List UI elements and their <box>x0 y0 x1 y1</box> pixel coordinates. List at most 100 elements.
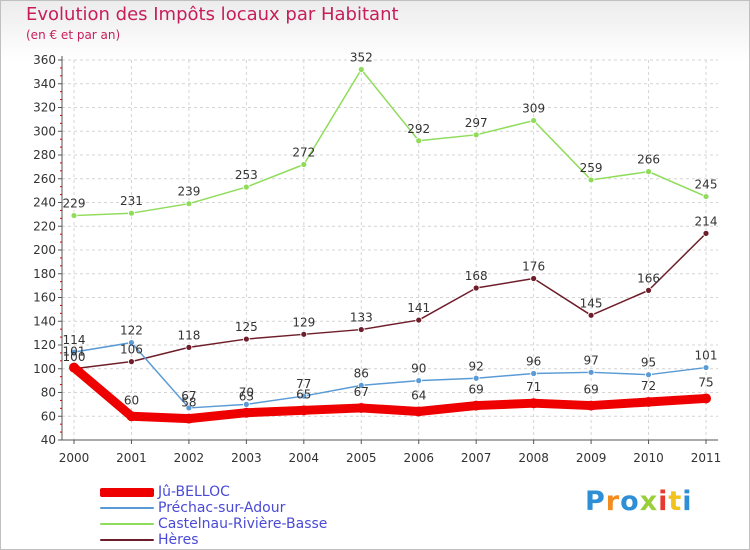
data-point-prechac-sur-adour <box>70 348 78 356</box>
x-tick-label: 2005 <box>346 451 377 465</box>
data-label-ju-belloc: 71 <box>526 380 541 394</box>
data-point-heres <box>300 330 308 338</box>
data-point-heres <box>645 286 652 294</box>
data-label-prechac-sur-adour: 97 <box>583 353 598 367</box>
data-point-ju-belloc <box>586 400 597 411</box>
data-point-heres <box>415 316 423 324</box>
data-point-prechac-sur-adour <box>185 404 193 412</box>
data-point-ju-belloc <box>126 411 137 422</box>
data-label-castelnau-riviere-basse: 239 <box>177 185 200 199</box>
data-point-ju-belloc <box>471 400 482 411</box>
y-tick-label: 220 <box>33 219 56 233</box>
data-point-heres <box>530 275 538 282</box>
legend-item-prechac-sur-adour: Préchac-sur-Adour <box>100 500 327 516</box>
data-label-castelnau-riviere-basse: 266 <box>637 153 660 167</box>
data-point-castelnau-riviere-basse <box>645 168 652 176</box>
data-label-heres: 106 <box>120 343 143 357</box>
legend-swatch-castelnau-riviere-basse <box>100 523 154 525</box>
y-tick-label: 260 <box>33 172 56 186</box>
y-tick-label: 340 <box>33 77 56 91</box>
data-label-castelnau-riviere-basse: 309 <box>522 102 545 116</box>
data-point-prechac-sur-adour <box>645 371 652 379</box>
legend-swatch-ju-belloc <box>100 487 154 497</box>
data-label-prechac-sur-adour: 67 <box>181 389 196 403</box>
x-tick-label: 2006 <box>403 451 434 465</box>
data-point-castelnau-riviere-basse <box>357 66 365 73</box>
x-tick-label: 2003 <box>231 451 262 465</box>
data-point-ju-belloc <box>701 393 711 404</box>
data-label-ju-belloc: 64 <box>411 389 426 403</box>
legend-item-heres: Hères <box>100 532 327 548</box>
y-tick-label: 100 <box>33 362 56 376</box>
data-point-castelnau-riviere-basse <box>185 200 193 208</box>
y-tick-label: 200 <box>33 243 56 257</box>
data-label-heres: 176 <box>522 260 545 274</box>
data-point-heres <box>472 284 480 292</box>
data-label-heres: 141 <box>407 301 430 315</box>
series-line-castelnau-riviere-basse <box>73 68 707 217</box>
y-tick-label: 120 <box>33 338 56 352</box>
data-label-prechac-sur-adour: 96 <box>526 355 541 369</box>
data-point-heres <box>128 358 135 366</box>
data-point-ju-belloc <box>643 397 654 407</box>
data-label-ju-belloc: 69 <box>469 383 484 397</box>
legend-label-prechac-sur-adour: Préchac-sur-Adour <box>158 500 286 516</box>
data-point-castelnau-riviere-basse <box>702 193 710 200</box>
x-tick-label: 2000 <box>59 451 90 465</box>
data-label-ju-belloc: 67 <box>354 385 369 399</box>
data-label-prechac-sur-adour: 77 <box>296 377 311 391</box>
data-point-prechac-sur-adour <box>357 381 365 389</box>
data-point-castelnau-riviere-basse <box>530 117 538 124</box>
chart-subtitle: (en € et par an) <box>26 28 121 42</box>
data-label-ju-belloc: 58 <box>181 396 196 410</box>
data-label-heres: 145 <box>580 296 603 310</box>
data-label-prechac-sur-adour: 122 <box>120 324 143 338</box>
data-label-prechac-sur-adour: 114 <box>63 333 86 347</box>
data-point-ju-belloc <box>298 405 309 416</box>
x-tick-label: 2010 <box>633 451 664 465</box>
data-point-ju-belloc <box>413 406 424 417</box>
chart-legend: Jû-BELLOC Préchac-sur-Adour Castelnau-Ri… <box>100 484 327 548</box>
chart-title: Evolution des Impôts locaux par Habitant <box>26 4 399 25</box>
y-tick-label: 40 <box>41 433 56 447</box>
data-point-prechac-sur-adour <box>300 392 308 400</box>
x-tick-label: 2004 <box>289 451 320 465</box>
data-label-prechac-sur-adour: 101 <box>695 349 718 363</box>
data-label-heres: 214 <box>695 214 718 228</box>
data-label-heres: 168 <box>465 269 488 283</box>
y-tick-label: 80 <box>41 386 56 400</box>
data-label-castelnau-riviere-basse: 272 <box>292 146 315 160</box>
y-tick-label: 300 <box>33 124 56 138</box>
y-tick-label: 60 <box>41 409 56 423</box>
y-tick-label: 360 <box>33 53 56 67</box>
y-tick-label: 140 <box>33 314 56 328</box>
series-line-ju-belloc <box>69 363 711 424</box>
y-tick-label: 320 <box>33 101 56 115</box>
data-point-castelnau-riviere-basse <box>242 183 250 191</box>
data-label-ju-belloc: 63 <box>239 390 254 404</box>
series-line-prechac-sur-adour <box>73 341 707 409</box>
data-point-ju-belloc <box>356 402 367 413</box>
x-tick-label: 2011 <box>691 451 722 465</box>
data-label-castelnau-riviere-basse: 253 <box>235 168 258 182</box>
x-tick-label: 2007 <box>461 451 492 465</box>
data-point-prechac-sur-adour <box>242 400 250 408</box>
data-label-castelnau-riviere-basse: 292 <box>407 122 430 136</box>
data-label-castelnau-riviere-basse: 297 <box>465 116 488 130</box>
legend-swatch-heres <box>100 539 154 541</box>
legend-label-heres: Hères <box>158 532 199 548</box>
data-label-prechac-sur-adour: 70 <box>239 385 254 399</box>
data-label-ju-belloc: 69 <box>583 383 598 397</box>
data-label-prechac-sur-adour: 92 <box>469 359 484 373</box>
logo-letter: P <box>585 486 606 517</box>
legend-swatch-prechac-sur-adour <box>100 507 154 509</box>
x-tick-label: 2008 <box>518 451 549 465</box>
logo-letter: x <box>639 486 659 517</box>
data-point-heres <box>242 335 250 343</box>
logo-letter: r <box>605 486 621 517</box>
data-label-heres: 125 <box>235 320 258 334</box>
data-label-castelnau-riviere-basse: 231 <box>120 194 143 208</box>
data-point-prechac-sur-adour <box>530 370 538 377</box>
